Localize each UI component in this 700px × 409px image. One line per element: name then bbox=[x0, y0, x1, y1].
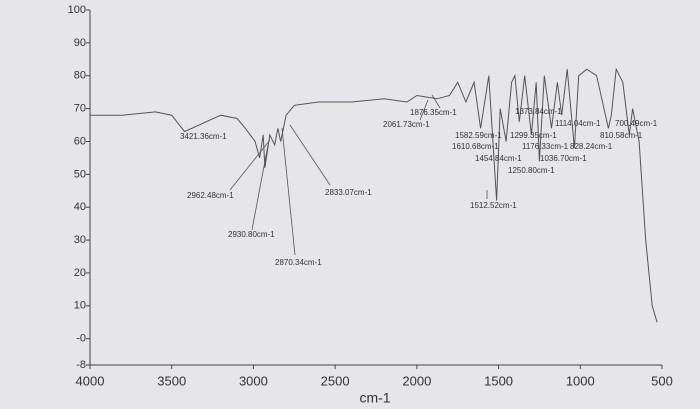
leader-line bbox=[289, 124, 331, 186]
peak-label: 2870.34cm-1 bbox=[275, 258, 322, 267]
peak-label: 2930.80cm-1 bbox=[228, 230, 275, 239]
x-tick-label: 3000 bbox=[239, 373, 268, 388]
peak-label: 2962.48cm-1 bbox=[187, 191, 234, 200]
peak-label: 700.49cm-1 bbox=[615, 119, 658, 128]
x-tick-label: 500 bbox=[651, 373, 673, 388]
y-tick-label: 40 bbox=[74, 201, 86, 213]
peak-label: 1876.35cm-1 bbox=[410, 108, 457, 117]
x-axis-label: cm-1 bbox=[359, 390, 390, 406]
leader-line bbox=[419, 99, 429, 121]
leader-line bbox=[431, 94, 441, 109]
peak-label: 1582.59cm-1 bbox=[455, 131, 502, 140]
peak-label: 1250.80cm-1 bbox=[508, 166, 555, 175]
y-tick-label: 50 bbox=[74, 168, 86, 180]
peak-label: 1610.68cm-1 bbox=[452, 142, 499, 151]
leader-line bbox=[229, 139, 271, 191]
leader-line bbox=[281, 127, 296, 256]
y-tick-label: 30 bbox=[74, 234, 86, 246]
y-tick-label: 20 bbox=[74, 267, 86, 279]
y-tick-label: 10 bbox=[74, 300, 86, 312]
peak-label: 1373.84cm-1 bbox=[515, 107, 562, 116]
peak-label: 2833.07cm-1 bbox=[325, 188, 372, 197]
y-tick-label: 80 bbox=[74, 70, 86, 82]
peak-label: 3421.36cm-1 bbox=[180, 132, 227, 141]
x-tick-label: 2000 bbox=[402, 373, 431, 388]
peak-label: 1512.52cm-1 bbox=[470, 201, 517, 210]
peak-label: 828.24cm-1 bbox=[570, 142, 613, 151]
peak-label: 2061.73cm-1 bbox=[383, 120, 430, 129]
spectrum-line bbox=[90, 67, 658, 323]
leader-line bbox=[251, 144, 269, 231]
peak-label: 1036.70cm-1 bbox=[540, 154, 587, 163]
peak-label: 1454.84cm-1 bbox=[475, 154, 522, 163]
peak-label: 1176.33cm-1 bbox=[522, 142, 569, 151]
y-tick-label: 100 bbox=[68, 4, 86, 16]
peak-label: 1299.35cm-1 bbox=[510, 131, 557, 140]
peak-label: 810.58cm-1 bbox=[600, 131, 643, 140]
y-tick-label: -0 bbox=[76, 333, 86, 345]
x-tick-label: 4000 bbox=[76, 373, 105, 388]
peak-label: 1114.04cm-1 bbox=[555, 119, 601, 128]
y-tick-label: 70 bbox=[74, 103, 86, 115]
x-tick-label: 1500 bbox=[484, 373, 513, 388]
x-tick-label: 2500 bbox=[321, 373, 350, 388]
y-tick-label: 90 bbox=[74, 37, 86, 49]
x-tick-label: 1000 bbox=[566, 373, 595, 388]
y-tick-label: 60 bbox=[74, 135, 86, 147]
y-tick-label: -8 bbox=[76, 359, 86, 371]
x-tick-label: 3500 bbox=[157, 373, 186, 388]
